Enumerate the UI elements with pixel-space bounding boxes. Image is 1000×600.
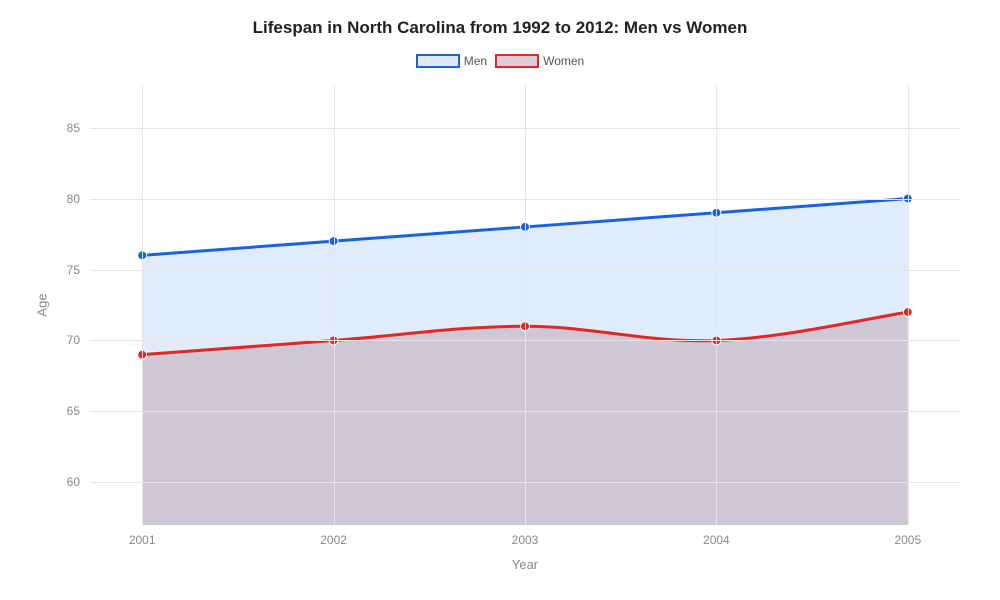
x-tick: 2004 xyxy=(703,533,730,547)
x-axis-label: Year xyxy=(512,557,538,572)
legend-label-women: Women xyxy=(543,54,584,68)
chart-title: Lifespan in North Carolina from 1992 to … xyxy=(0,18,1000,38)
legend-label-men: Men xyxy=(464,54,487,68)
x-tick: 2003 xyxy=(512,533,539,547)
y-tick: 75 xyxy=(67,263,80,277)
x-tick: 2001 xyxy=(129,533,156,547)
y-axis-label: Age xyxy=(35,293,50,316)
y-tick: 65 xyxy=(67,404,80,418)
x-tick: 2002 xyxy=(320,533,347,547)
y-tick: 60 xyxy=(67,475,80,489)
y-tick: 70 xyxy=(67,333,80,347)
x-tick: 2005 xyxy=(894,533,921,547)
plot-area: Year Age 2001200220032004200560657075808… xyxy=(90,85,960,525)
y-tick: 85 xyxy=(67,121,80,135)
legend-item-men: Men xyxy=(416,54,487,68)
legend-swatch-women xyxy=(495,54,539,68)
legend-swatch-men xyxy=(416,54,460,68)
legend-item-women: Women xyxy=(495,54,584,68)
legend: Men Women xyxy=(0,54,1000,68)
y-tick: 80 xyxy=(67,192,80,206)
